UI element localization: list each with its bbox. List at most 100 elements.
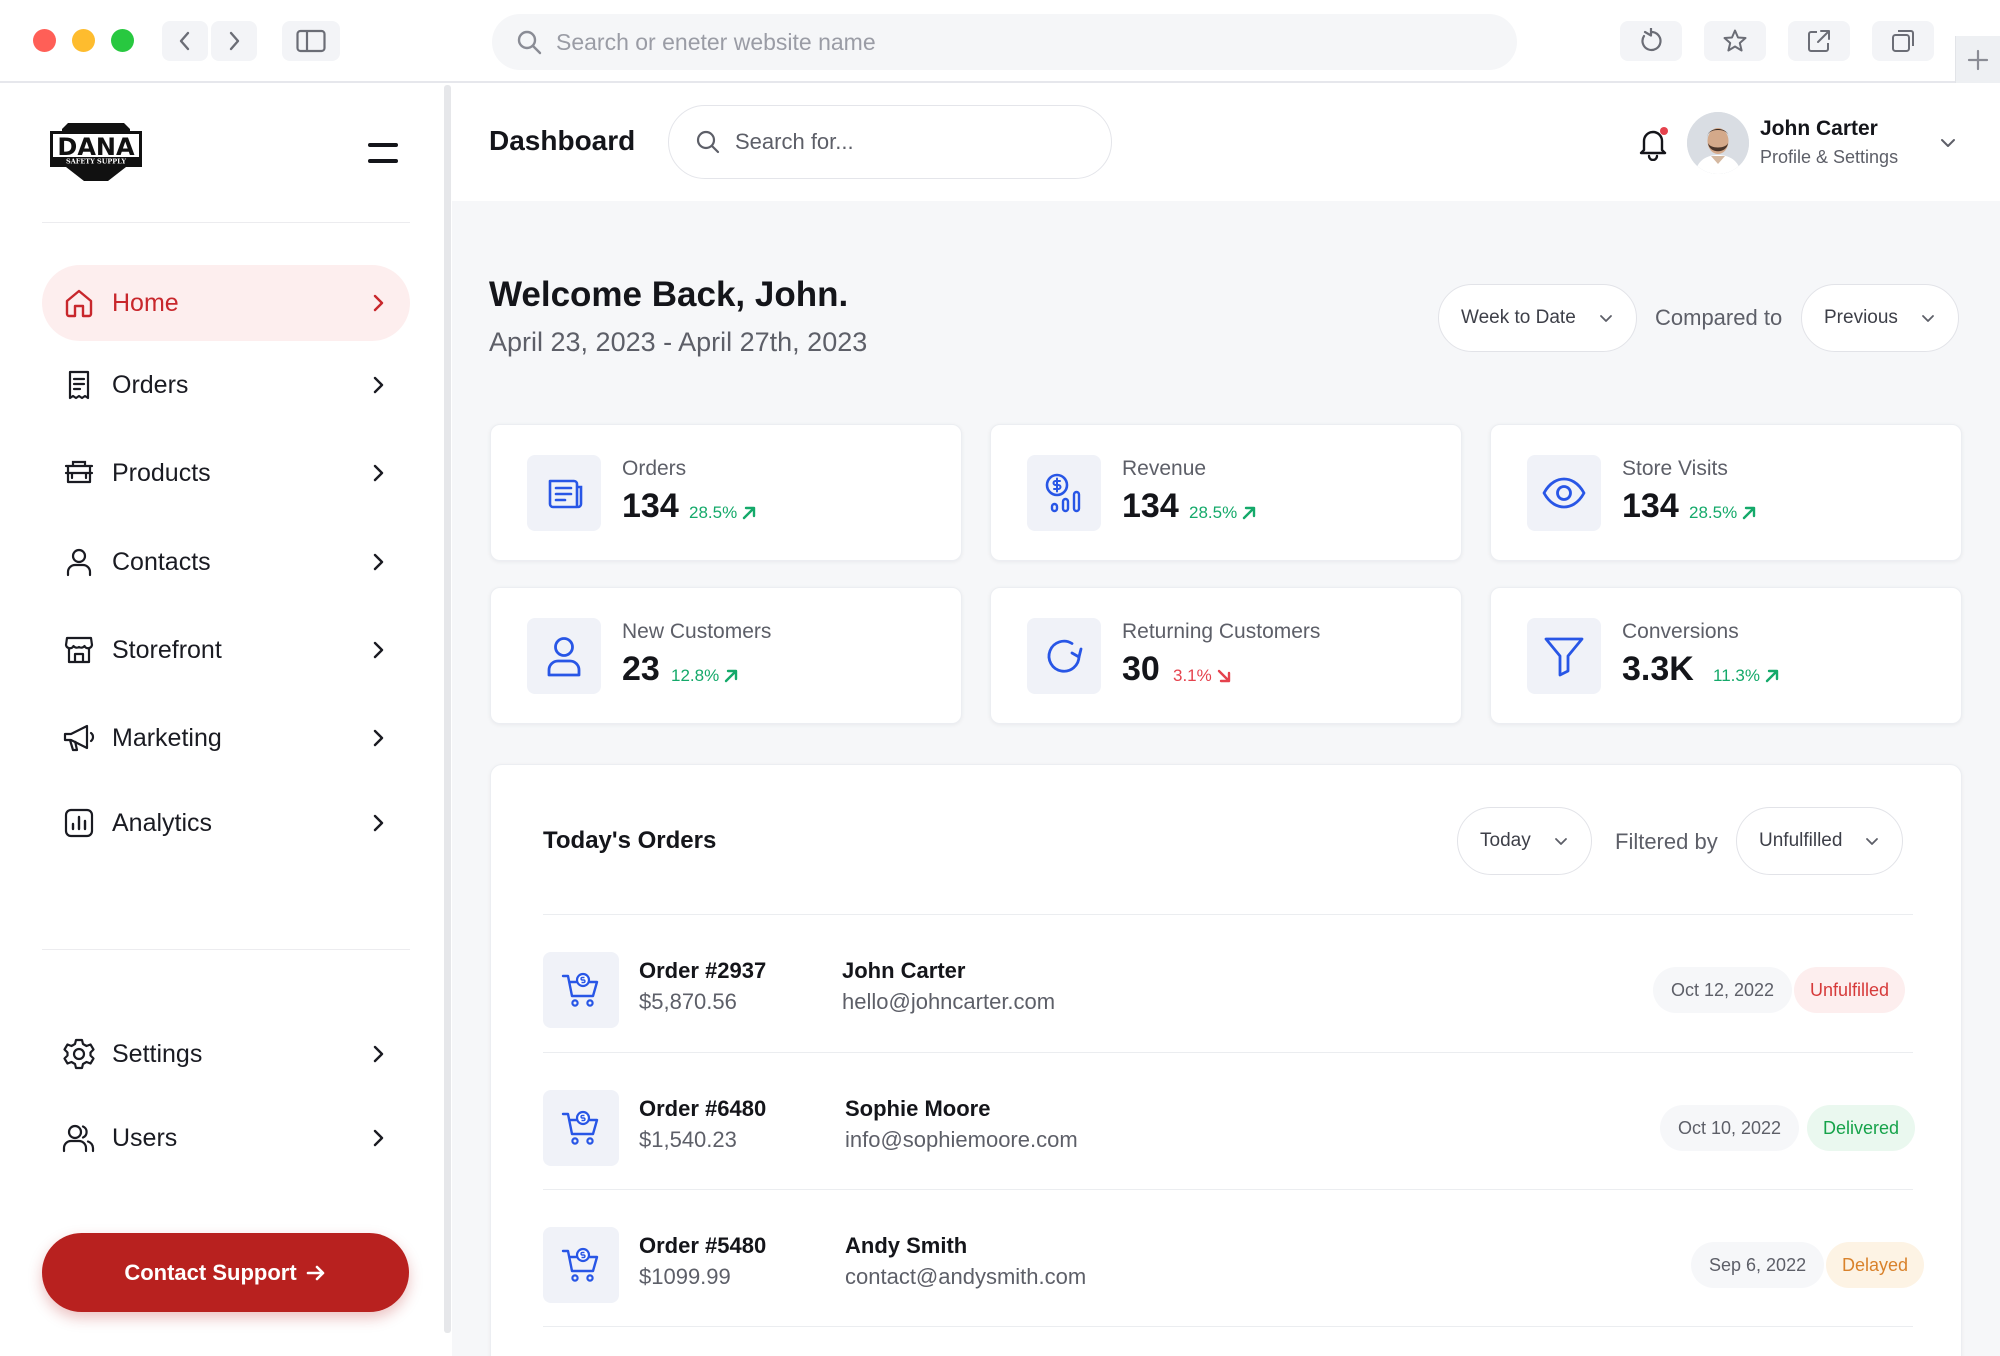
- menu-toggle-button[interactable]: [368, 143, 398, 163]
- customer-name: Andy Smith: [845, 1233, 968, 1258]
- date-range: April 23, 2023 - April 27th, 2023: [489, 327, 868, 357]
- arrow-up-right-icon: [1765, 669, 1779, 683]
- sidebar-item-label: Users: [112, 1123, 178, 1152]
- period-select[interactable]: Today: [1457, 807, 1592, 875]
- url-bar[interactable]: [492, 14, 1517, 70]
- storefront-icon: [62, 633, 96, 667]
- avatar[interactable]: [1687, 112, 1749, 174]
- stat-card-revenue[interactable]: Revenue 134 28.5%: [990, 424, 1462, 561]
- dashboard-search[interactable]: [668, 105, 1112, 179]
- minimize-window-button[interactable]: [72, 29, 95, 52]
- customer-email[interactable]: hello@johncarter.com: [842, 989, 1056, 1014]
- notifications-button[interactable]: [1635, 125, 1671, 162]
- sidebar-item-label: Settings: [112, 1039, 203, 1068]
- table-row[interactable]: Order #5480 $1099.99 Andy Smith contact@…: [543, 1190, 1925, 1327]
- users-icon: [62, 1121, 96, 1155]
- order-date: Oct 10, 2022: [1660, 1105, 1800, 1151]
- reload-button[interactable]: [1620, 21, 1682, 61]
- customer-email[interactable]: contact@andysmith.com: [845, 1264, 1087, 1289]
- close-window-button[interactable]: [33, 29, 56, 52]
- compared-label: Compared to: [1655, 305, 1783, 330]
- svg-text:DANA: DANA: [57, 133, 135, 161]
- chevron-right-icon: [373, 553, 384, 571]
- chevron-right-icon: [229, 31, 240, 51]
- forward-button[interactable]: [211, 21, 257, 61]
- stat-value: 134: [1622, 487, 1679, 525]
- order-number[interactable]: Order #2937: [639, 958, 767, 983]
- row-divider: [543, 1326, 1913, 1327]
- profile-settings-link[interactable]: Profile & Settings: [1760, 147, 1899, 167]
- page-title: Dashboard: [489, 125, 636, 156]
- table-row[interactable]: Order #6480 $1,540.23 Sophie Moore info@…: [543, 1053, 1916, 1190]
- revenue-icon: [1027, 455, 1101, 531]
- stat-change: 28.5%: [1689, 503, 1758, 523]
- sidebar-item-home[interactable]: Home: [42, 265, 410, 341]
- range-select[interactable]: Week to Date: [1438, 284, 1637, 352]
- contact-support-button[interactable]: Contact Support: [42, 1233, 409, 1312]
- sidebar-item-orders[interactable]: Orders: [42, 347, 410, 423]
- bookmark-button[interactable]: [1704, 21, 1766, 61]
- sidebar-item-products[interactable]: Products: [42, 435, 410, 511]
- receipt-icon: [62, 368, 96, 402]
- plus-icon: [1967, 49, 1989, 70]
- stat-card-orders[interactable]: Orders 134 28.5%: [490, 424, 962, 561]
- sidebar-item-label: Products: [112, 458, 211, 487]
- sidebar-divider: [42, 222, 410, 223]
- stat-label: Returning Customers: [1122, 620, 1321, 643]
- search-icon: [696, 130, 720, 154]
- row-divider: [543, 1052, 1913, 1053]
- chevron-right-icon: [373, 376, 384, 394]
- stat-card-store-visits[interactable]: Store Visits 134 28.5%: [1490, 424, 1962, 561]
- tabs-icon: [1892, 30, 1914, 52]
- status-badge: Delayed: [1826, 1242, 1925, 1288]
- stat-change: 28.5%: [689, 503, 758, 523]
- reload-icon: [1641, 28, 1662, 52]
- sidebar-item-marketing[interactable]: Marketing: [42, 700, 410, 776]
- search-icon: [517, 30, 542, 55]
- chevron-down-icon[interactable]: [1938, 133, 1958, 153]
- order-date: Sep 6, 2022: [1691, 1242, 1825, 1288]
- sidebar-item-label: Analytics: [112, 808, 213, 837]
- sidebar-item-storefront[interactable]: Storefront: [42, 612, 410, 688]
- new-tab-button[interactable]: [1955, 36, 2000, 83]
- sidebar-item-users[interactable]: Users: [42, 1100, 410, 1176]
- order-amount: $1,540.23: [639, 1127, 737, 1152]
- sidebar-divider: [42, 949, 410, 950]
- table-row[interactable]: Order #2937 $5,870.56 John Carter hello@…: [543, 915, 1913, 1052]
- user-name[interactable]: John Carter: [1760, 117, 1878, 140]
- status-badge: Unfulfilled: [1794, 967, 1906, 1013]
- stat-value: 30: [1122, 650, 1160, 688]
- share-button[interactable]: [1788, 21, 1850, 61]
- search-input[interactable]: [735, 129, 1075, 155]
- stat-card-conversions[interactable]: Conversions 3.3K 11.3%: [1490, 587, 1962, 724]
- products-icon: [62, 456, 96, 490]
- orders-title: Today's Orders: [543, 827, 717, 854]
- maximize-window-button[interactable]: [111, 29, 134, 52]
- back-button[interactable]: [162, 21, 208, 61]
- chevron-left-icon: [179, 31, 190, 51]
- stat-card-returning-customers[interactable]: Returning Customers 30 3.1%: [990, 587, 1462, 724]
- order-number[interactable]: Order #6480: [639, 1096, 767, 1121]
- sidebar-item-settings[interactable]: Settings: [42, 1016, 410, 1092]
- stat-card-new-customers[interactable]: New Customers 23 12.8%: [490, 587, 962, 724]
- browser-chrome: [0, 0, 2000, 83]
- stat-label: New Customers: [622, 620, 772, 643]
- url-input[interactable]: [556, 28, 1356, 56]
- stat-value: 134: [622, 487, 679, 525]
- stat-change: 28.5%: [1189, 503, 1258, 523]
- sidebar-scrollbar[interactable]: [444, 85, 451, 1333]
- arrow-right-icon: [306, 1265, 324, 1280]
- chevron-right-icon: [373, 294, 384, 312]
- sidebar-toggle-button[interactable]: [282, 21, 340, 61]
- user-icon: [62, 545, 96, 579]
- brand-logo[interactable]: DANA SAFETY SUPPLY: [46, 117, 146, 187]
- customer-email[interactable]: info@sophiemoore.com: [845, 1127, 1078, 1152]
- tabs-overview-button[interactable]: [1872, 21, 1934, 61]
- compare-select[interactable]: Previous: [1801, 284, 1959, 352]
- period-select-value: Today: [1480, 830, 1531, 851]
- sidebar-item-contacts[interactable]: Contacts: [42, 524, 410, 600]
- bell-icon: [1639, 127, 1668, 162]
- status-filter-select[interactable]: Unfulfilled: [1736, 807, 1904, 875]
- order-number[interactable]: Order #5480: [639, 1233, 767, 1258]
- sidebar-item-analytics[interactable]: Analytics: [42, 785, 410, 861]
